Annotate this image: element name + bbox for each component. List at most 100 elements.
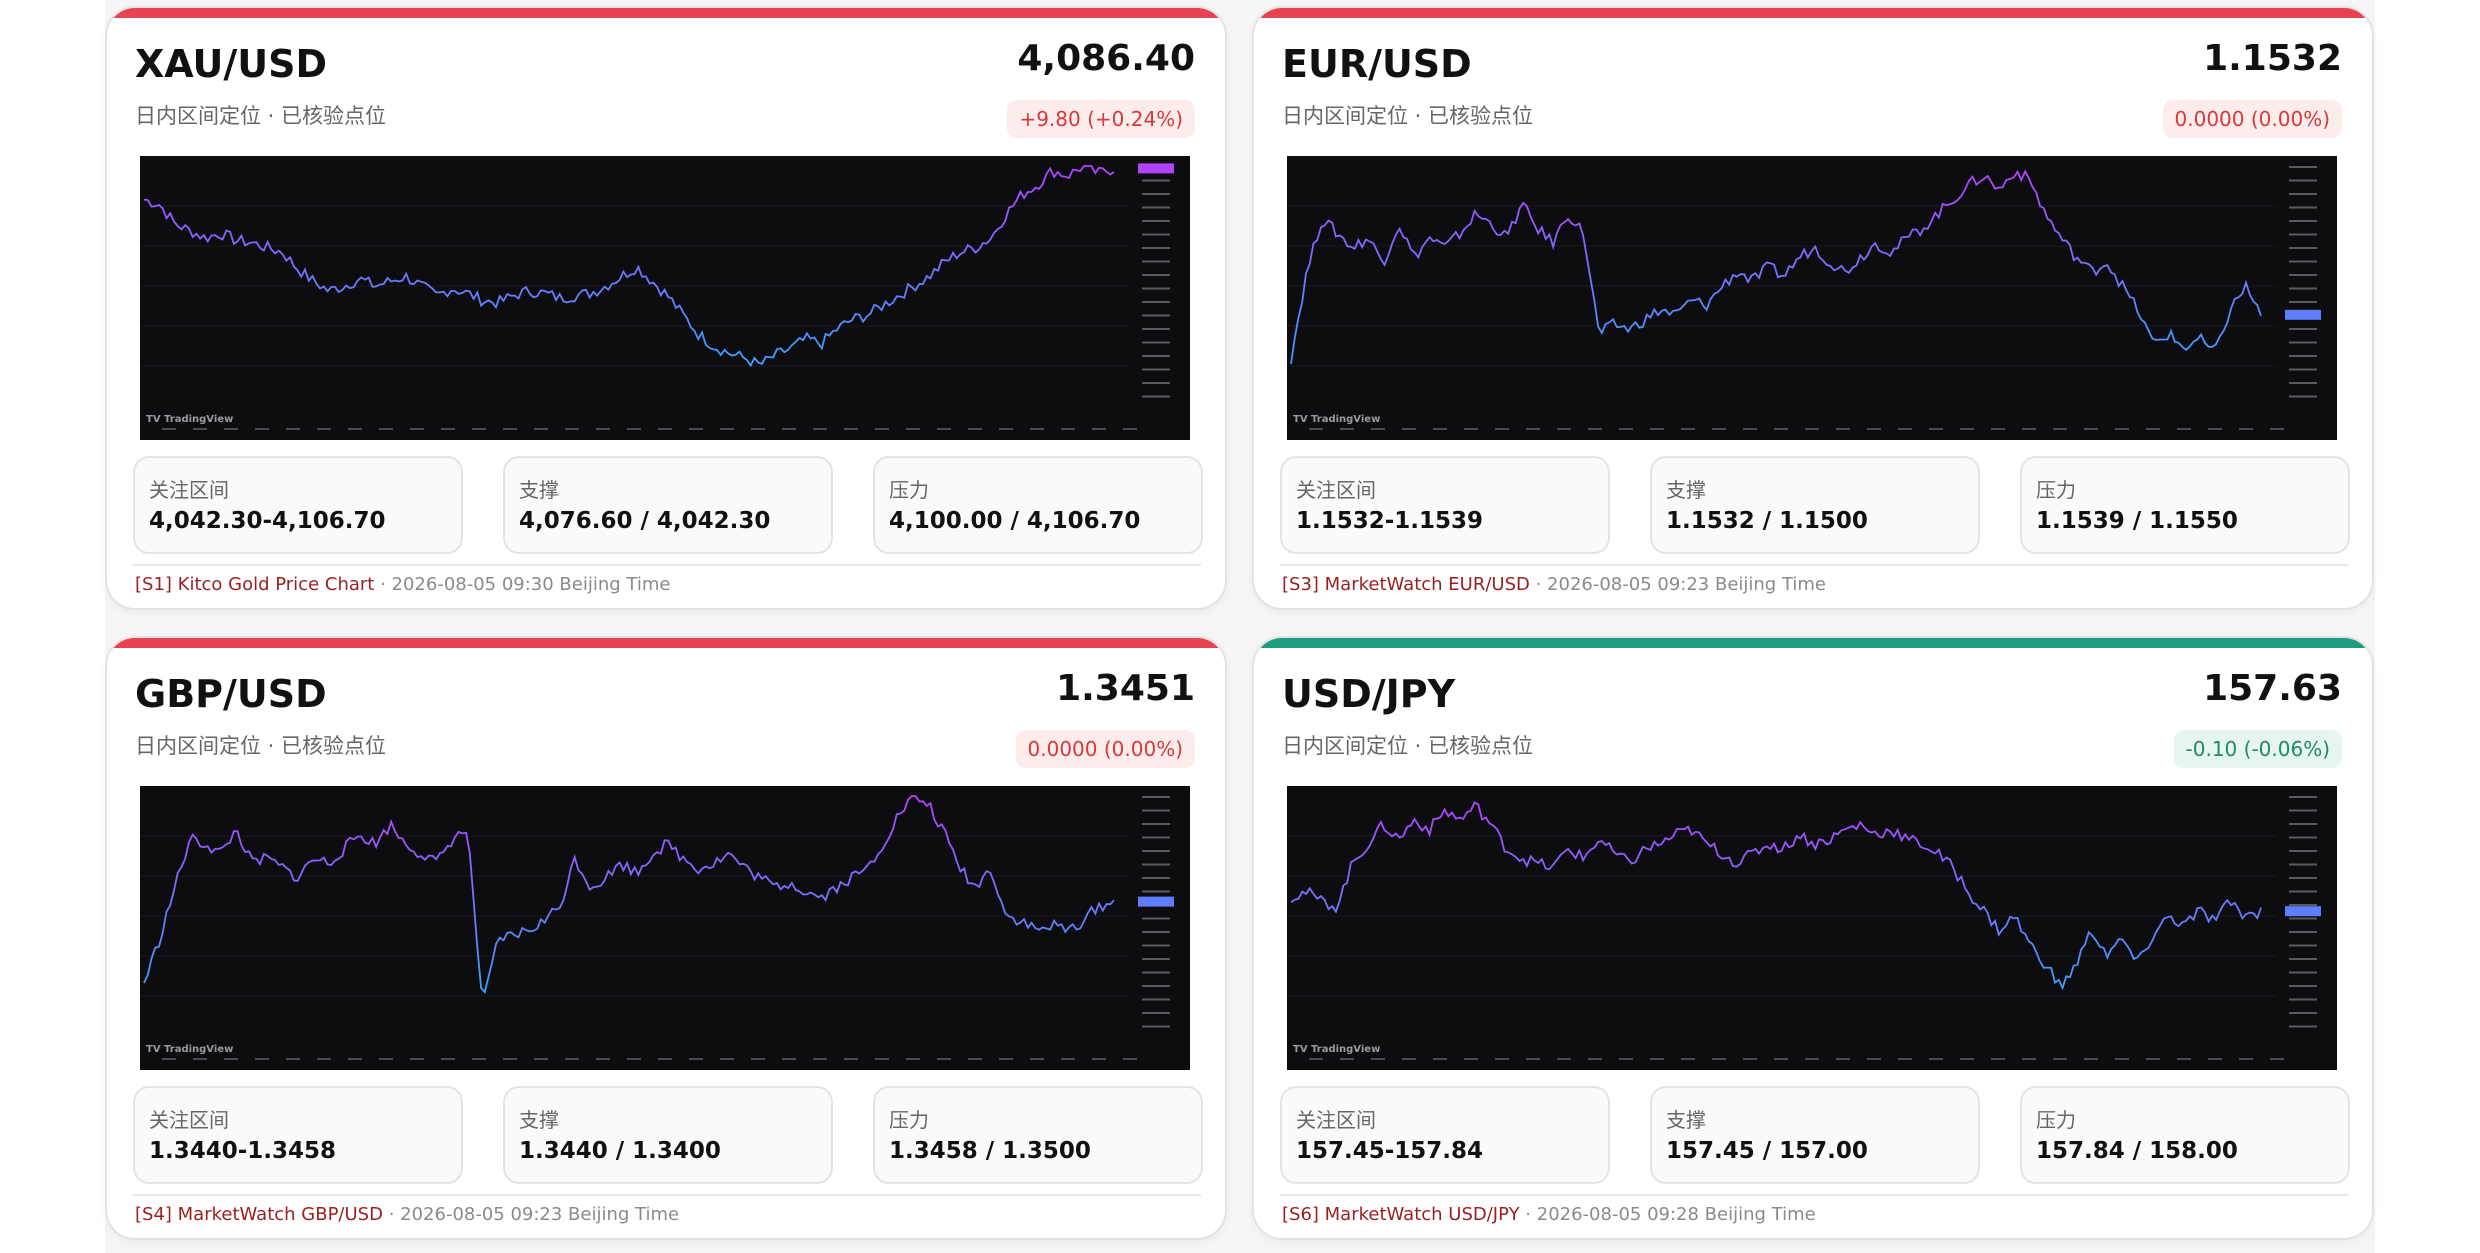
x-axis-tick	[2146, 428, 2160, 430]
y-axis-tick	[2289, 958, 2317, 960]
x-axis-tick	[317, 428, 331, 430]
source-link[interactable]: [S3] MarketWatch EUR/USD	[1282, 574, 1530, 595]
x-axis-tick	[2115, 428, 2129, 430]
x-axis-tick	[906, 428, 920, 430]
x-axis-tick	[2053, 1058, 2067, 1060]
support-box: 支撑 4,076.60 / 4,042.30	[503, 456, 833, 554]
level-boxes: 关注区间 4,042.30-4,106.70 支撑 4,076.60 / 4,0…	[133, 456, 1203, 554]
x-axis-tick	[1123, 1058, 1137, 1060]
price-chart[interactable]: TV TradingView	[1287, 156, 2337, 440]
x-axis-tick	[1991, 428, 2005, 430]
x-axis-tick	[2239, 428, 2253, 430]
x-axis-tick	[875, 1058, 889, 1060]
price-chart[interactable]: TV TradingView	[1287, 786, 2337, 1070]
x-axis-tick	[1681, 428, 1695, 430]
x-axis-tick	[1619, 1058, 1633, 1060]
x-axis-tick	[720, 428, 734, 430]
y-axis-tick	[1142, 382, 1170, 384]
source-line: [S6] MarketWatch USD/JPY · 2026-08-05 09…	[1282, 1204, 1816, 1225]
y-axis-tick	[1142, 917, 1170, 920]
y-axis-tick	[1142, 1012, 1170, 1014]
y-axis-tick	[1142, 355, 1170, 357]
x-axis-tick	[1526, 1058, 1540, 1060]
level-boxes: 关注区间 1.1532-1.1539 支撑 1.1532 / 1.1500 压力…	[1280, 456, 2350, 554]
x-axis-tick	[503, 428, 517, 430]
resistance-label: 压力	[889, 1108, 929, 1132]
x-axis-tick	[1712, 428, 1726, 430]
quote-card-gbp-usd: GBP/USD 1.3451 日内区间定位 · 已核验点位 0.0000 (0.…	[107, 638, 1225, 1238]
y-axis-tick	[2289, 809, 2317, 812]
x-axis-tick	[1836, 428, 1850, 430]
y-axis-tick	[2289, 998, 2317, 1001]
x-axis-tick	[1371, 428, 1385, 430]
chart-svg: TV TradingView	[140, 163, 1174, 430]
resistance-label: 压力	[2036, 478, 2076, 502]
y-axis-tick	[2289, 206, 2317, 209]
x-axis-tick	[2177, 428, 2191, 430]
y-axis-tick	[2289, 395, 2317, 398]
y-axis-tick	[1142, 890, 1170, 893]
last-price: 1.3451	[1056, 668, 1195, 709]
x-axis-tick	[2053, 428, 2067, 430]
card-accent-bar	[1254, 638, 2372, 648]
symbol-title: GBP/USD	[135, 672, 327, 716]
x-axis-tick	[2022, 1058, 2036, 1060]
x-axis-tick	[1433, 428, 1447, 430]
x-axis-tick	[844, 1058, 858, 1060]
price-series-line	[143, 165, 1115, 368]
price-chart[interactable]: TV TradingView	[140, 786, 1190, 1070]
source-link[interactable]: [S1] Kitco Gold Price Chart	[135, 574, 375, 595]
source-link[interactable]: [S4] MarketWatch GBP/USD	[135, 1204, 383, 1225]
price-change-badge: -0.10 (-0.06%)	[2173, 730, 2342, 768]
focus-range-value: 157.45-157.84	[1296, 1138, 1484, 1164]
price-series-line	[1290, 801, 2262, 991]
resistance-label: 压力	[889, 478, 929, 502]
x-axis-tick	[1805, 428, 1819, 430]
x-axis-tick	[441, 1058, 455, 1060]
x-axis-tick	[689, 428, 703, 430]
support-label: 支撑	[519, 478, 559, 502]
x-axis-tick	[348, 428, 362, 430]
focus-range-value: 4,042.30-4,106.70	[149, 508, 386, 534]
x-axis-tick	[813, 428, 827, 430]
x-axis-tick	[720, 1058, 734, 1060]
y-axis-tick	[2289, 1012, 2317, 1014]
x-axis-tick	[2270, 1058, 2284, 1060]
x-axis-tick	[1495, 428, 1509, 430]
x-axis-tick	[410, 1058, 424, 1060]
y-axis-tick	[2289, 260, 2317, 263]
resistance-box: 压力 1.1539 / 1.1550	[2020, 456, 2350, 554]
price-series-line	[1290, 169, 2262, 365]
resistance-label: 压力	[2036, 1108, 2076, 1132]
x-axis-tick	[1774, 1058, 1788, 1060]
x-axis-tick	[875, 428, 889, 430]
x-axis-tick	[782, 1058, 796, 1060]
x-axis-tick	[689, 1058, 703, 1060]
focus-range-box: 关注区间 4,042.30-4,106.70	[133, 456, 463, 554]
source-timestamp: · 2026-08-05 09:23 Beijing Time	[382, 1204, 680, 1225]
support-box: 支撑 1.3440 / 1.3400	[503, 1086, 833, 1184]
x-axis-tick	[534, 428, 548, 430]
x-axis-tick	[2208, 428, 2222, 430]
x-axis-tick	[286, 428, 300, 430]
y-axis-tick	[1142, 341, 1170, 344]
price-change-badge: 0.0000 (0.00%)	[1015, 730, 1195, 768]
price-chart[interactable]: TV TradingView	[140, 156, 1190, 440]
y-axis-tick	[1142, 260, 1170, 263]
x-axis-tick	[2115, 1058, 2129, 1060]
x-axis-tick	[1991, 1058, 2005, 1060]
x-axis-tick	[1619, 428, 1633, 430]
x-axis-tick	[472, 1058, 486, 1060]
x-axis-tick	[2084, 428, 2098, 430]
source-link[interactable]: [S6] MarketWatch USD/JPY	[1282, 1204, 1520, 1225]
x-axis-tick	[441, 428, 455, 430]
y-axis-tick	[1142, 985, 1170, 987]
y-axis-tick	[1142, 247, 1170, 249]
x-axis-tick	[999, 1058, 1013, 1060]
x-axis-tick	[999, 428, 1013, 430]
y-axis-tick	[1142, 971, 1170, 974]
x-axis-tick	[1340, 428, 1354, 430]
x-axis-tick	[1309, 1058, 1323, 1060]
x-axis-tick	[1092, 1058, 1106, 1060]
last-price-marker	[1138, 163, 1174, 174]
